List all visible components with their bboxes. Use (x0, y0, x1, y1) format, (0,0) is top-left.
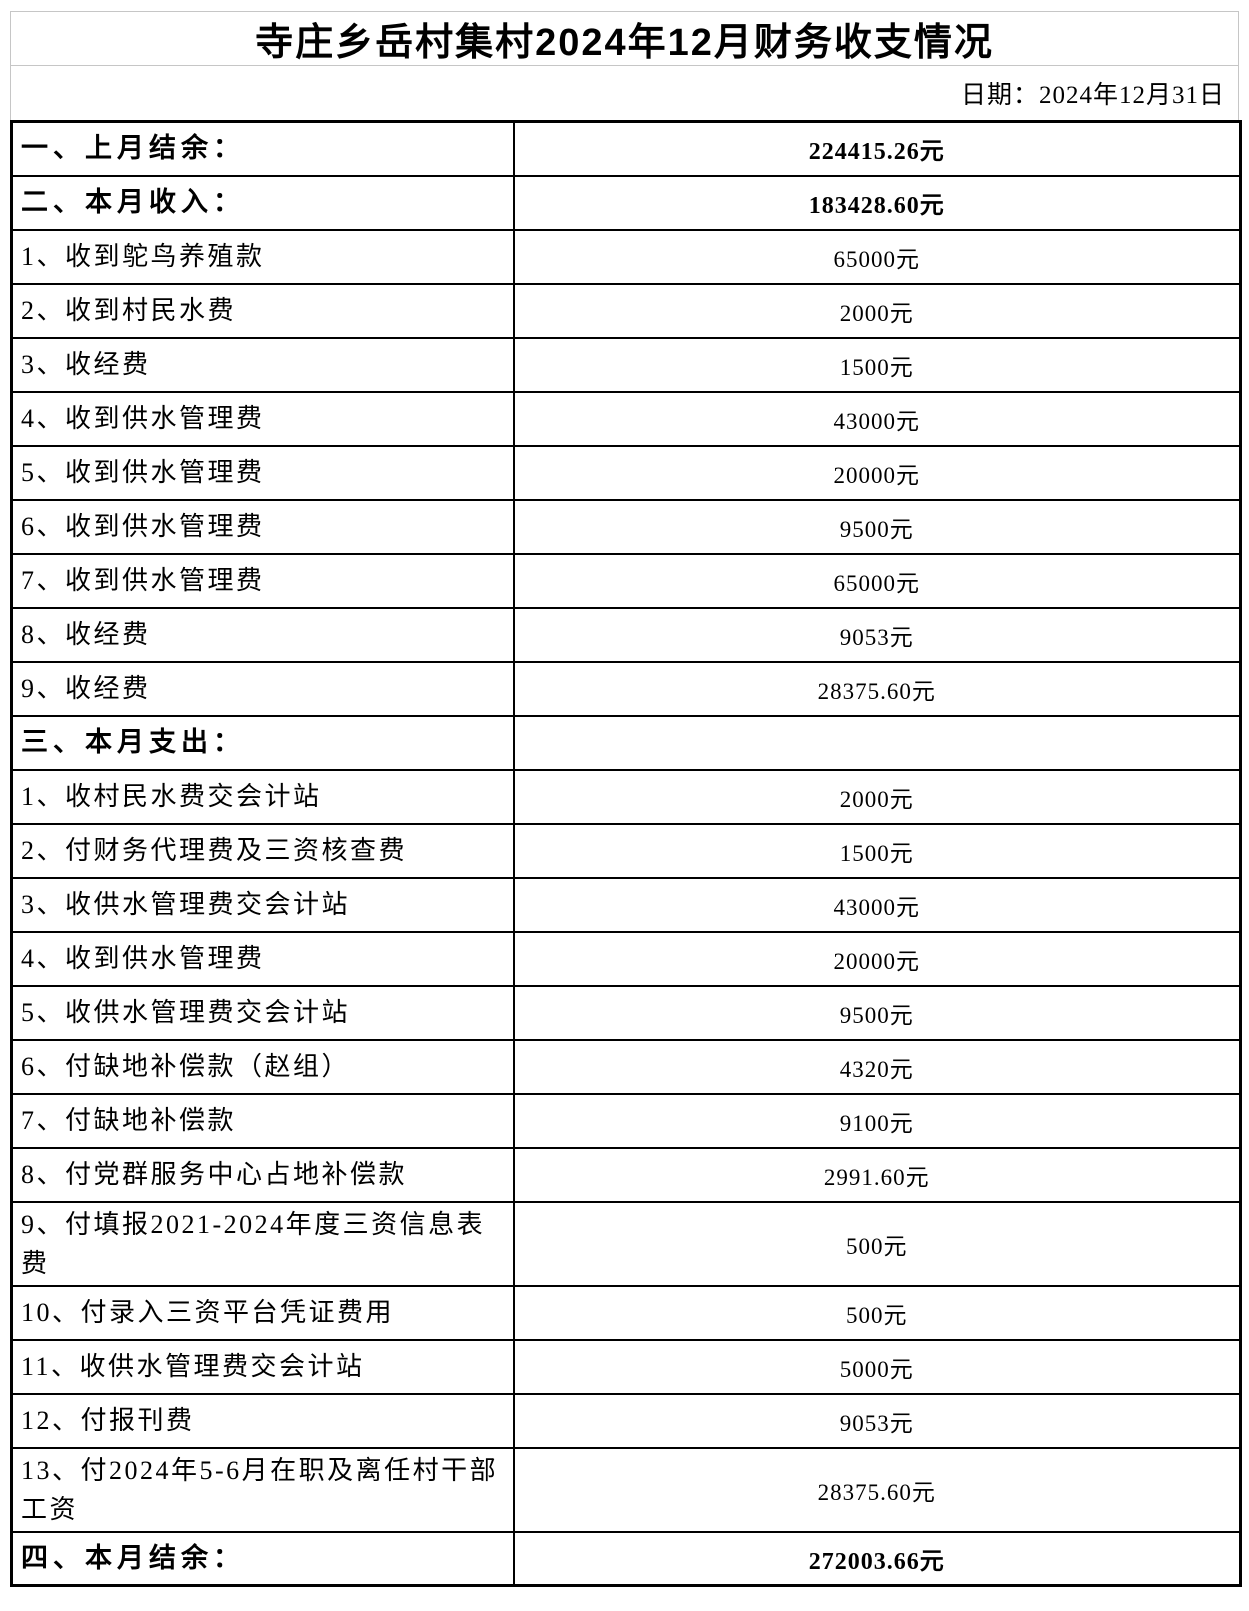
item-value: 20000元 (512, 930, 1242, 987)
item-label: 2、收到村民水费 (10, 282, 515, 339)
item-label: 9、收经费 (10, 660, 515, 717)
item-value: 9053元 (512, 1392, 1242, 1449)
item-label: 5、收供水管理费交会计站 (10, 984, 515, 1041)
item-label: 13、付2024年5-6月在职及离任村干部工资 (10, 1446, 515, 1533)
table-row: 7、付缺地补偿款 9100元 (10, 1092, 1242, 1149)
item-label: 8、收经费 (10, 606, 515, 663)
table-row: 5、收到供水管理费 20000元 (10, 444, 1242, 501)
item-label: 四、本月结余： (10, 1530, 515, 1587)
item-value: 272003.66元 (512, 1530, 1242, 1587)
item-value: 9100元 (512, 1092, 1242, 1149)
table-row: 1、收村民水费交会计站 2000元 (10, 768, 1242, 825)
table-row: 7、收到供水管理费 65000元 (10, 552, 1242, 609)
report-header: 寺庄乡岳村集村2024年12月财务收支情况 日期：2024年12月31日 (10, 11, 1239, 120)
finance-table: 一、上月结余： 224415.26元 二、本月收入： 183428.60元 1、… (10, 120, 1242, 1587)
item-value: 9500元 (512, 984, 1242, 1041)
report-date: 日期：2024年12月31日 (960, 82, 1225, 109)
item-label: 7、付缺地补偿款 (10, 1092, 515, 1149)
item-value: 43000元 (512, 390, 1242, 447)
table-row: 6、付缺地补偿款（赵组） 4320元 (10, 1038, 1242, 1095)
item-label: 2、付财务代理费及三资核查费 (10, 822, 515, 879)
table-row: 1、收到鸵鸟养殖款 65000元 (10, 228, 1242, 285)
table-row: 3、收经费 1500元 (10, 336, 1242, 393)
table-row: 2、收到村民水费 2000元 (10, 282, 1242, 339)
item-label: 6、收到供水管理费 (10, 498, 515, 555)
table-row: 5、收供水管理费交会计站 9500元 (10, 984, 1242, 1041)
table-row: 4、收到供水管理费 43000元 (10, 390, 1242, 447)
item-label: 3、收经费 (10, 336, 515, 393)
item-label: 4、收到供水管理费 (10, 390, 515, 447)
title-row: 寺庄乡岳村集村2024年12月财务收支情况 (11, 12, 1238, 66)
table-row: 二、本月收入： 183428.60元 (10, 174, 1242, 231)
item-value: 2000元 (512, 768, 1242, 825)
table-row: 13、付2024年5-6月在职及离任村干部工资 28375.60元 (10, 1446, 1242, 1533)
item-label: 二、本月收入： (10, 174, 515, 231)
item-value: 65000元 (512, 228, 1242, 285)
item-value: 500元 (512, 1284, 1242, 1341)
finance-table-body: 一、上月结余： 224415.26元 二、本月收入： 183428.60元 1、… (10, 120, 1242, 1587)
item-value: 2000元 (512, 282, 1242, 339)
item-value: 2991.60元 (512, 1146, 1242, 1203)
table-row: 四、本月结余： 272003.66元 (10, 1530, 1242, 1587)
item-label: 12、付报刊费 (10, 1392, 515, 1449)
table-row: 8、付党群服务中心占地补偿款 2991.60元 (10, 1146, 1242, 1203)
item-value: 1500元 (512, 336, 1242, 393)
table-row: 12、付报刊费 9053元 (10, 1392, 1242, 1449)
table-row: 2、付财务代理费及三资核查费 1500元 (10, 822, 1242, 879)
item-value: 4320元 (512, 1038, 1242, 1095)
item-label: 一、上月结余： (10, 120, 515, 177)
item-label: 三、本月支出： (10, 714, 515, 771)
table-row: 11、收供水管理费交会计站 5000元 (10, 1338, 1242, 1395)
item-value (512, 714, 1242, 771)
item-value: 65000元 (512, 552, 1242, 609)
table-row: 9、付填报2021-2024年度三资信息表费 500元 (10, 1200, 1242, 1287)
item-value: 500元 (512, 1200, 1242, 1287)
item-value: 183428.60元 (512, 174, 1242, 231)
item-label: 7、收到供水管理费 (10, 552, 515, 609)
item-label: 8、付党群服务中心占地补偿款 (10, 1146, 515, 1203)
item-value: 1500元 (512, 822, 1242, 879)
item-value: 28375.60元 (512, 660, 1242, 717)
item-value: 43000元 (512, 876, 1242, 933)
item-label: 4、收到供水管理费 (10, 930, 515, 987)
item-label: 9、付填报2021-2024年度三资信息表费 (10, 1200, 515, 1287)
table-row: 3、收供水管理费交会计站 43000元 (10, 876, 1242, 933)
item-label: 1、收村民水费交会计站 (10, 768, 515, 825)
item-value: 224415.26元 (512, 120, 1242, 177)
page-title: 寺庄乡岳村集村2024年12月财务收支情况 (255, 22, 994, 64)
item-value: 9053元 (512, 606, 1242, 663)
item-label: 5、收到供水管理费 (10, 444, 515, 501)
item-label: 11、收供水管理费交会计站 (10, 1338, 515, 1395)
item-value: 5000元 (512, 1338, 1242, 1395)
table-row: 三、本月支出： (10, 714, 1242, 771)
table-row: 10、付录入三资平台凭证费用 500元 (10, 1284, 1242, 1341)
item-value: 28375.60元 (512, 1446, 1242, 1533)
table-row: 9、收经费 28375.60元 (10, 660, 1242, 717)
item-label: 1、收到鸵鸟养殖款 (10, 228, 515, 285)
table-row: 6、收到供水管理费 9500元 (10, 498, 1242, 555)
table-row: 一、上月结余： 224415.26元 (10, 120, 1242, 177)
item-label: 6、付缺地补偿款（赵组） (10, 1038, 515, 1095)
item-label: 10、付录入三资平台凭证费用 (10, 1284, 515, 1341)
item-label: 3、收供水管理费交会计站 (10, 876, 515, 933)
finance-report-sheet: 寺庄乡岳村集村2024年12月财务收支情况 日期：2024年12月31日 一、上… (10, 11, 1242, 1587)
date-row: 日期：2024年12月31日 (11, 66, 1238, 120)
item-value: 20000元 (512, 444, 1242, 501)
item-value: 9500元 (512, 498, 1242, 555)
table-row: 4、收到供水管理费 20000元 (10, 930, 1242, 987)
table-row: 8、收经费 9053元 (10, 606, 1242, 663)
